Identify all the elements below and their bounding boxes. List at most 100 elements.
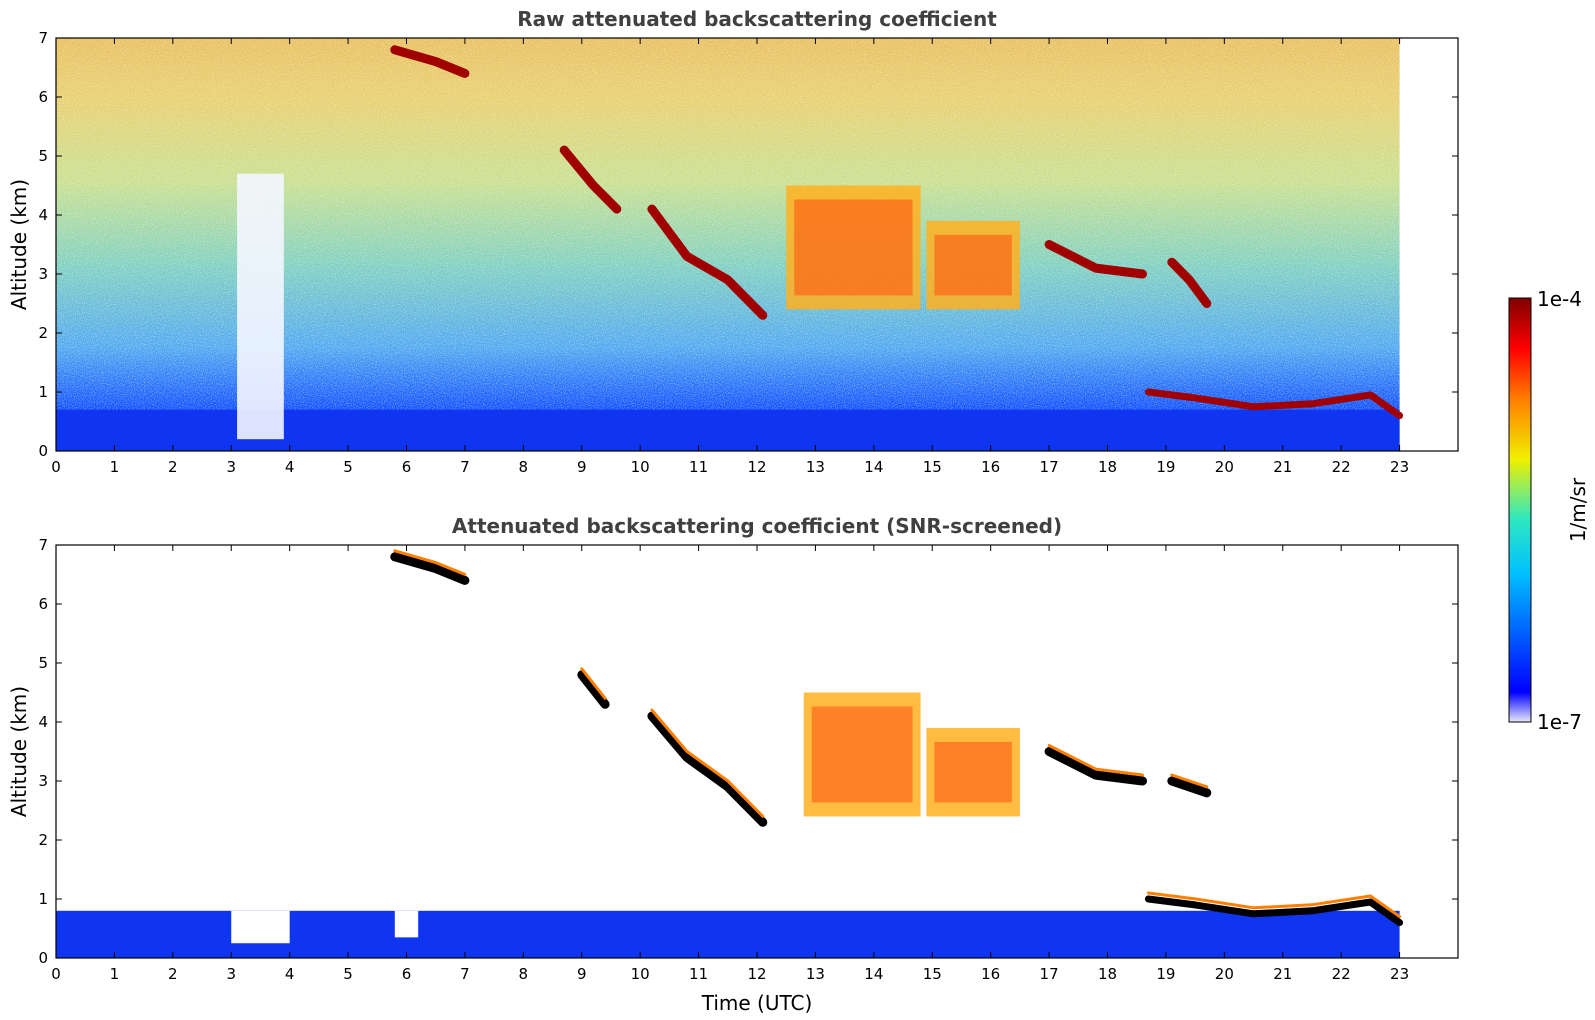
y-tick-label: 4 <box>38 206 48 224</box>
cloud-layer <box>647 711 768 827</box>
signal-gap <box>237 173 284 440</box>
x-tick-label: 23 <box>1390 965 1409 983</box>
colorbar: 1e-4 1e-7 1/m/sr <box>1508 287 1590 734</box>
x-tick-label: 2 <box>168 458 178 476</box>
x-tick-label: 2 <box>168 965 178 983</box>
y-tick-label: 6 <box>38 595 48 613</box>
cloud-layer-edge <box>1170 773 1209 789</box>
boundary-layer-dip <box>394 910 419 938</box>
cloud-layer <box>1167 776 1212 798</box>
x-tick-label: 11 <box>689 965 708 983</box>
axes-frame <box>55 544 1459 959</box>
cloud-layer-edge <box>393 549 467 576</box>
x-tick-label: 0 <box>51 458 61 476</box>
cloud-layer <box>559 145 622 214</box>
x-tick-label: 5 <box>343 458 353 476</box>
cloud-layer <box>1167 257 1212 308</box>
cloud-block-core <box>794 199 913 296</box>
y-axis-label: Altitude (km) <box>7 179 31 310</box>
y-tick-label: 5 <box>38 147 48 165</box>
cloud-layer <box>390 552 470 585</box>
plot-area <box>56 38 1404 451</box>
y-tick-label: 3 <box>38 772 48 790</box>
top-panel: 0 1 2 3 4 5 6 7 8 9 10 11 12 13 14 15 16 17 18 19 20 21 22 2301… <box>7 7 1459 476</box>
y-tick-label: 1 <box>38 383 48 401</box>
x-tick-label: 6 <box>402 965 412 983</box>
low-cloud-layer <box>1144 388 1404 420</box>
x-tick-label: 0 <box>51 965 61 983</box>
x-tick-label: 1 <box>110 458 120 476</box>
x-tick-label: 4 <box>285 458 295 476</box>
x-tick-label: 4 <box>285 965 295 983</box>
colorbar-gradient <box>1508 297 1532 723</box>
y-tick-label: 3 <box>38 265 48 283</box>
x-tick-label: 22 <box>1332 965 1351 983</box>
x-tick-label: 12 <box>747 458 766 476</box>
x-tick-label: 22 <box>1332 458 1351 476</box>
x-tick-label: 8 <box>519 458 529 476</box>
y-tick-label: 5 <box>38 654 48 672</box>
x-tick-label: 20 <box>1215 458 1234 476</box>
x-tick-label: 10 <box>631 458 650 476</box>
x-tick-label: 3 <box>226 965 236 983</box>
colorbar-bottom-label: 1e-7 <box>1537 710 1582 734</box>
x-tick-label: 21 <box>1273 458 1292 476</box>
x-tick-label: 9 <box>577 458 587 476</box>
y-axis-label: Altitude (km) <box>7 686 31 817</box>
x-tick-label: 14 <box>864 965 883 983</box>
y-tick-label: 7 <box>38 536 48 554</box>
x-tick-label: 11 <box>689 458 708 476</box>
y-tick-label: 0 <box>38 949 48 967</box>
x-tick-label: 12 <box>747 965 766 983</box>
x-tick-label: 18 <box>1098 965 1117 983</box>
x-tick-label: 15 <box>923 965 942 983</box>
panel-title: Raw attenuated backscattering coefficien… <box>517 7 997 31</box>
boundary-layer-dip <box>231 910 290 944</box>
panel-title: Attenuated backscattering coefficient (S… <box>452 514 1062 538</box>
x-tick-label: 17 <box>1040 458 1059 476</box>
x-tick-label: 23 <box>1390 458 1409 476</box>
cloud-block-core <box>934 741 1012 803</box>
x-tick-label: 8 <box>519 965 529 983</box>
cloud-layer <box>1044 240 1147 279</box>
cloud-block-core <box>934 234 1012 296</box>
x-tick-label: 10 <box>631 965 650 983</box>
x-tick-label: 17 <box>1040 965 1059 983</box>
y-tick-label: 2 <box>38 324 48 342</box>
cloud-layer <box>1044 747 1147 786</box>
x-tick-label: 5 <box>343 965 353 983</box>
x-axis-label: Time (UTC) <box>701 991 813 1015</box>
x-tick-label: 16 <box>981 965 1000 983</box>
x-tick-label: 3 <box>226 458 236 476</box>
x-tick-label: 13 <box>806 458 825 476</box>
cloud-layer <box>647 204 768 320</box>
y-tick-label: 7 <box>38 29 48 47</box>
x-tick-label: 21 <box>1273 965 1292 983</box>
cloud-layer-edge <box>1146 891 1402 919</box>
y-tick-label: 4 <box>38 713 48 731</box>
x-tick-label: 15 <box>923 458 942 476</box>
low-cloud-layer <box>1144 895 1404 927</box>
x-tick-label: 7 <box>460 965 470 983</box>
cloud-layer-edge <box>580 667 607 700</box>
plot-area <box>56 549 1404 958</box>
cloud-layer <box>390 45 470 78</box>
x-tick-label: 20 <box>1215 965 1234 983</box>
x-tick-label: 14 <box>864 458 883 476</box>
x-tick-label: 7 <box>460 458 470 476</box>
cloud-layer <box>577 670 610 709</box>
x-tick-label: 19 <box>1156 458 1175 476</box>
cloud-layer-edge <box>650 708 765 818</box>
y-tick-label: 6 <box>38 88 48 106</box>
y-tick-label: 2 <box>38 831 48 849</box>
x-tick-label: 9 <box>577 965 587 983</box>
x-tick-label: 13 <box>806 965 825 983</box>
x-tick-label: 16 <box>981 458 1000 476</box>
x-tick-label: 18 <box>1098 458 1117 476</box>
colorbar-top-label: 1e-4 <box>1537 287 1582 311</box>
y-tick-label: 0 <box>38 442 48 460</box>
bottom-panel: 0 1 2 3 4 5 6 7 8 9 10 11 12 13 14 15 16 17 18 19 20 21 22 2301… <box>7 514 1459 1015</box>
cloud-layer-edge <box>1047 744 1144 777</box>
y-tick-label: 1 <box>38 890 48 908</box>
